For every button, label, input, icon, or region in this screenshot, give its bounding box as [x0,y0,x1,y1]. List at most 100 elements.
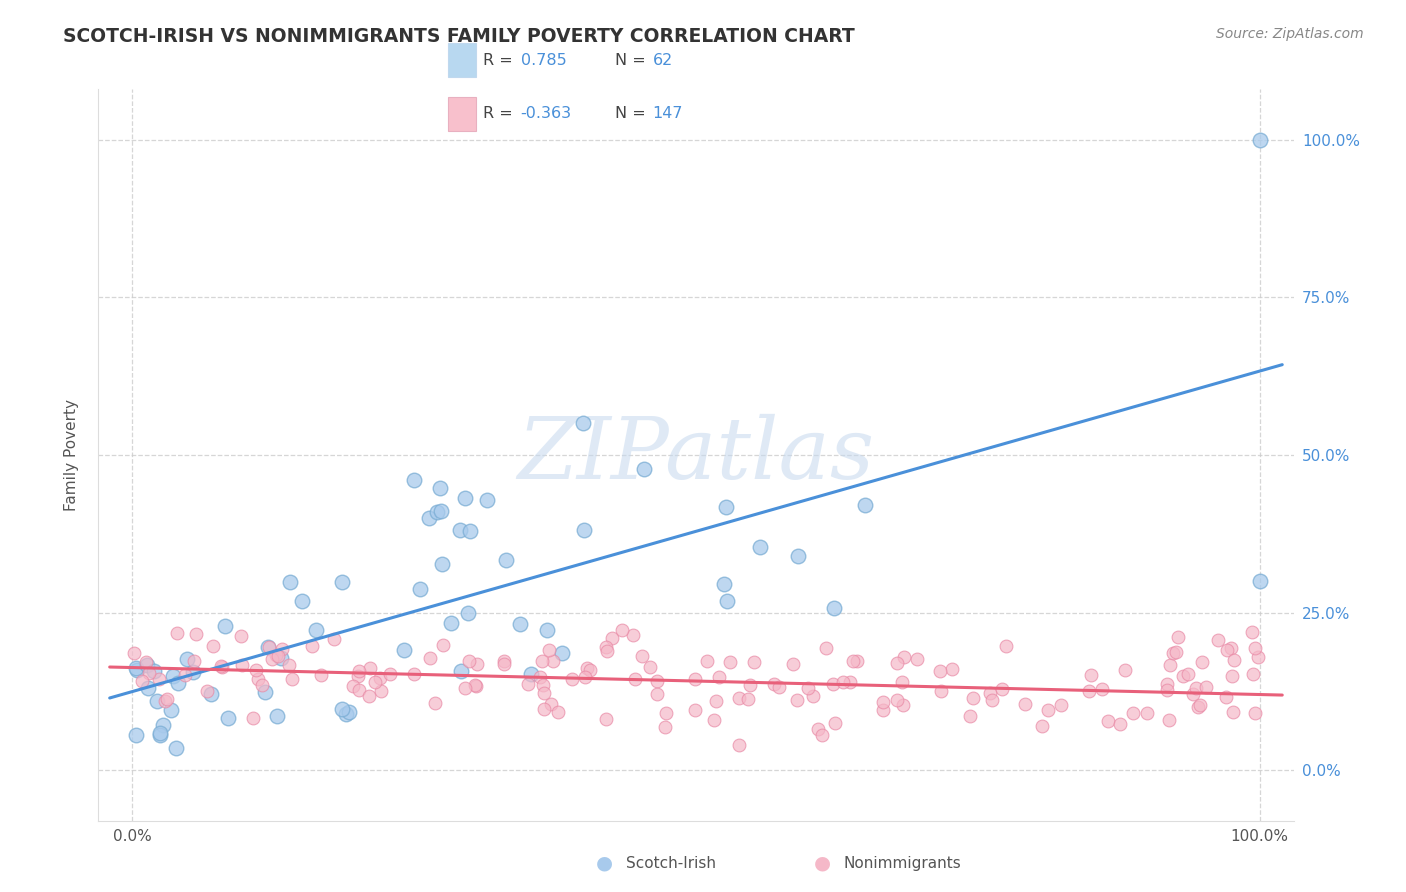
Point [332,575,354,590]
Point [211,659,233,673]
Point [186,626,208,640]
Point [183,654,205,668]
Point [432,638,454,652]
Point [1159,658,1181,673]
Point [782,657,804,671]
Point [579,664,602,678]
Point [624,673,647,687]
Point [460,524,482,538]
Point [364,675,387,690]
Point [574,670,596,684]
Text: R =: R = [482,106,512,121]
Point [738,678,761,692]
Point [529,670,551,684]
Point [146,694,169,708]
Point [742,656,765,670]
Point [138,666,160,681]
Point [1173,669,1195,683]
Point [831,675,853,690]
Point [540,697,562,711]
Point [195,683,218,698]
Point [1136,706,1159,720]
Point [281,672,304,686]
Point [1244,641,1267,656]
Point [633,462,655,476]
Point [278,575,301,590]
Point [962,690,984,705]
Point [165,741,187,756]
Point [683,702,706,716]
Point [457,606,479,620]
Point [270,651,292,665]
Point [703,713,725,727]
Point [718,655,741,669]
Text: ZIPatlas: ZIPatlas [517,414,875,496]
Point [517,677,540,691]
Point [270,641,292,656]
Point [630,649,652,664]
Point [931,684,953,698]
Point [696,653,718,667]
Text: -0.363: -0.363 [520,106,572,121]
Point [796,681,818,695]
Point [716,594,738,608]
Point [1220,668,1243,682]
Point [370,684,392,698]
Point [347,664,370,678]
Point [301,639,323,653]
Point [538,642,561,657]
Text: 0.785: 0.785 [520,53,567,68]
Point [458,654,481,668]
Point [202,639,225,653]
Point [1247,649,1270,664]
Text: ●: ● [814,854,831,873]
Point [541,654,564,668]
Point [209,659,232,673]
Point [260,652,283,666]
Point [149,728,172,742]
Point [596,644,619,658]
Point [181,665,204,679]
Point [801,690,824,704]
Point [465,657,488,672]
Point [1078,684,1101,698]
Text: Nonimmigrants: Nonimmigrants [844,856,962,871]
Point [231,658,253,673]
Point [449,523,471,537]
Point [1215,690,1237,704]
Point [242,711,264,725]
Point [1164,645,1187,659]
Text: Source: ZipAtlas.com: Source: ZipAtlas.com [1216,27,1364,41]
Point [494,657,516,671]
Point [323,632,346,646]
Point [595,712,617,726]
Point [749,540,772,554]
Point [309,668,332,682]
Point [786,692,808,706]
Point [166,676,188,690]
Point [533,686,555,700]
Point [1108,717,1130,731]
Point [245,663,267,677]
Point [728,738,751,752]
Point [727,691,749,706]
Point [430,503,453,517]
Point [378,667,401,681]
Point [1241,625,1264,640]
Point [214,619,236,633]
Point [1097,714,1119,729]
Point [768,680,790,694]
Point [122,646,145,660]
Point [166,625,188,640]
Point [621,628,644,642]
Point [654,720,676,734]
Point [229,629,252,643]
Point [1208,633,1230,648]
Point [392,643,415,657]
Point [1014,697,1036,711]
Point [1223,653,1246,667]
Text: ●: ● [596,854,613,873]
Point [891,674,914,689]
Point [536,623,558,637]
Point [959,709,981,723]
